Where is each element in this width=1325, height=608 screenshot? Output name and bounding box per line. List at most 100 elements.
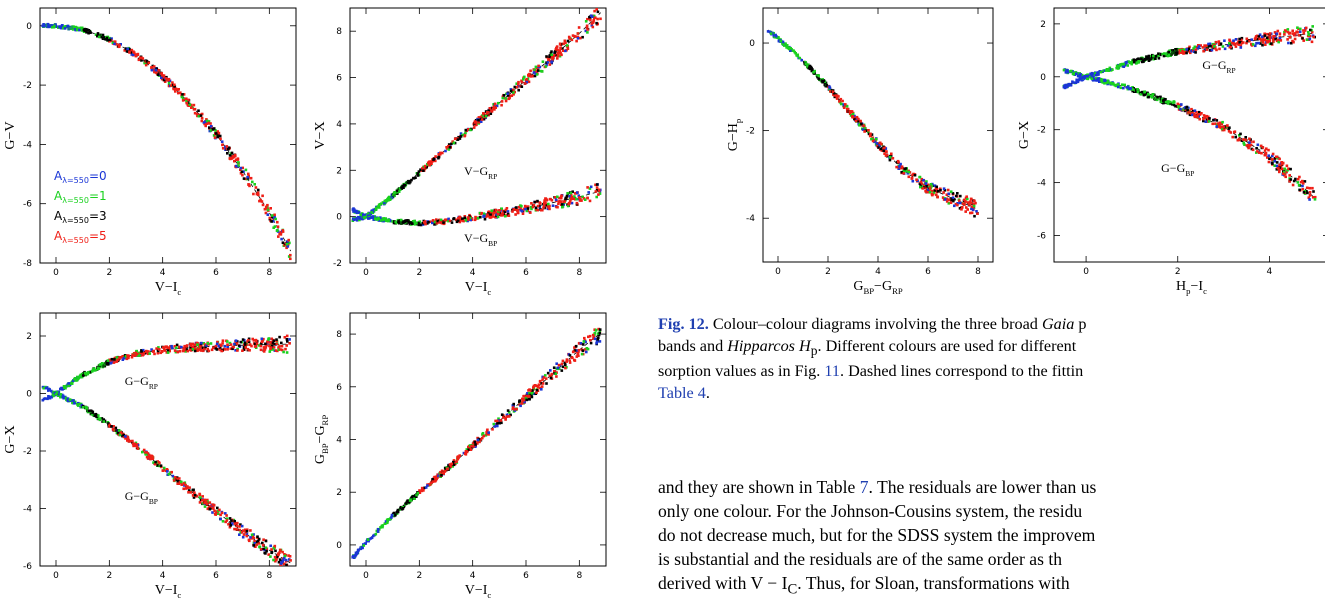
scatter-point: [124, 354, 128, 358]
scatter-point: [72, 399, 75, 402]
scatter-point: [1199, 44, 1202, 47]
scatter-point: [963, 203, 966, 206]
scatter-point: [283, 562, 286, 566]
scatter-point: [597, 193, 600, 196]
scatter-point: [375, 206, 378, 210]
scatter-point: [849, 112, 852, 115]
scatter-point: [1258, 151, 1261, 154]
scatter-point: [796, 53, 799, 57]
scatter-point: [573, 349, 577, 352]
scatter-point: [535, 73, 539, 76]
scatter-point: [1068, 70, 1071, 73]
scatter-point: [1228, 126, 1231, 129]
scatter-point: [439, 151, 442, 155]
scatter-point: [1242, 141, 1245, 145]
scatter-point: [131, 353, 134, 356]
scatter-point: [507, 410, 511, 414]
scatter-point: [425, 165, 428, 169]
scatter-point: [428, 483, 431, 486]
scatter-point: [66, 397, 70, 400]
scatter-point: [1190, 111, 1193, 115]
scatter-point: [1064, 85, 1068, 89]
scatter-point: [515, 407, 518, 411]
x-tick-label: 2: [106, 571, 112, 581]
x-tick-label: 0: [363, 268, 369, 278]
scatter-point: [77, 403, 80, 406]
scatter-point: [598, 329, 602, 333]
scatter-point: [838, 100, 841, 103]
scatter-point: [388, 195, 391, 199]
scatter-point: [1234, 45, 1238, 48]
scatter-point: [273, 225, 277, 228]
scatter-point: [1176, 102, 1180, 106]
scatter-point: [953, 204, 956, 208]
scatter-point: [241, 166, 244, 170]
scatter-point: [575, 349, 579, 352]
scatter-point: [249, 536, 252, 539]
scatter-point: [205, 119, 209, 123]
scatter-point: [159, 351, 162, 355]
scatter-point: [1213, 47, 1216, 50]
scatter-point: [595, 186, 599, 189]
scatter-point: [162, 74, 166, 77]
scatter-point: [1185, 105, 1189, 109]
scatter-point: [1205, 48, 1209, 51]
scatter-point: [1219, 126, 1222, 129]
scatter-point: [261, 194, 264, 198]
scatter-point: [247, 183, 250, 186]
scatter-point: [433, 220, 437, 224]
scatter-point: [452, 463, 456, 467]
scatter-point: [546, 61, 550, 64]
scatter-point: [1258, 33, 1262, 36]
scatter-point: [1283, 167, 1287, 171]
scatter-point: [484, 215, 488, 218]
scatter-point: [71, 401, 74, 405]
scatter-point: [552, 366, 556, 369]
scatter-point: [1178, 49, 1182, 52]
scatter-point: [1143, 90, 1146, 94]
scatter-point: [192, 496, 196, 499]
table-7-link[interactable]: 7: [859, 477, 869, 497]
scatter-point: [375, 529, 379, 533]
scatter-point: [564, 363, 567, 367]
scatter-point: [247, 172, 250, 176]
scatter-point: [431, 219, 435, 222]
scatter-point: [467, 216, 470, 219]
scatter-point: [145, 451, 148, 454]
scatter-point: [1193, 115, 1197, 119]
scatter-point: [1107, 68, 1110, 71]
scatter-point: [565, 358, 569, 361]
scatter-point: [411, 495, 414, 499]
scatter-point: [519, 404, 522, 408]
scatter-point: [565, 44, 569, 47]
scatter-point: [175, 343, 179, 347]
plot-area: [41, 22, 292, 261]
scatter-point: [220, 511, 224, 515]
scatter-point: [580, 352, 584, 356]
scatter-point: [486, 213, 489, 216]
scatter-point: [943, 189, 947, 192]
scatter-point: [128, 49, 131, 53]
scatter-point: [930, 192, 934, 196]
scatter-point: [1237, 43, 1241, 46]
x-tick-label: 6: [523, 571, 529, 581]
scatter-point: [256, 539, 260, 543]
scatter-point: [246, 175, 249, 179]
scatter-point: [878, 144, 881, 147]
table-4-link[interactable]: Table 4: [658, 383, 706, 402]
scatter-point: [489, 112, 493, 115]
scatter-point: [958, 207, 962, 210]
scatter-point: [589, 18, 592, 22]
scatter-point: [376, 205, 380, 208]
scatter-point: [525, 394, 529, 398]
scatter-point: [378, 206, 381, 209]
scatter-point: [1308, 198, 1311, 201]
scatter-point: [1062, 68, 1066, 72]
scatter-point: [272, 546, 276, 549]
figure-label[interactable]: Fig. 12.: [658, 315, 709, 333]
scatter-point: [558, 42, 562, 46]
figure-11-link[interactable]: 11: [824, 362, 840, 381]
scatter-point: [424, 222, 427, 226]
scatter-point: [888, 158, 892, 162]
scatter-point: [374, 217, 377, 221]
